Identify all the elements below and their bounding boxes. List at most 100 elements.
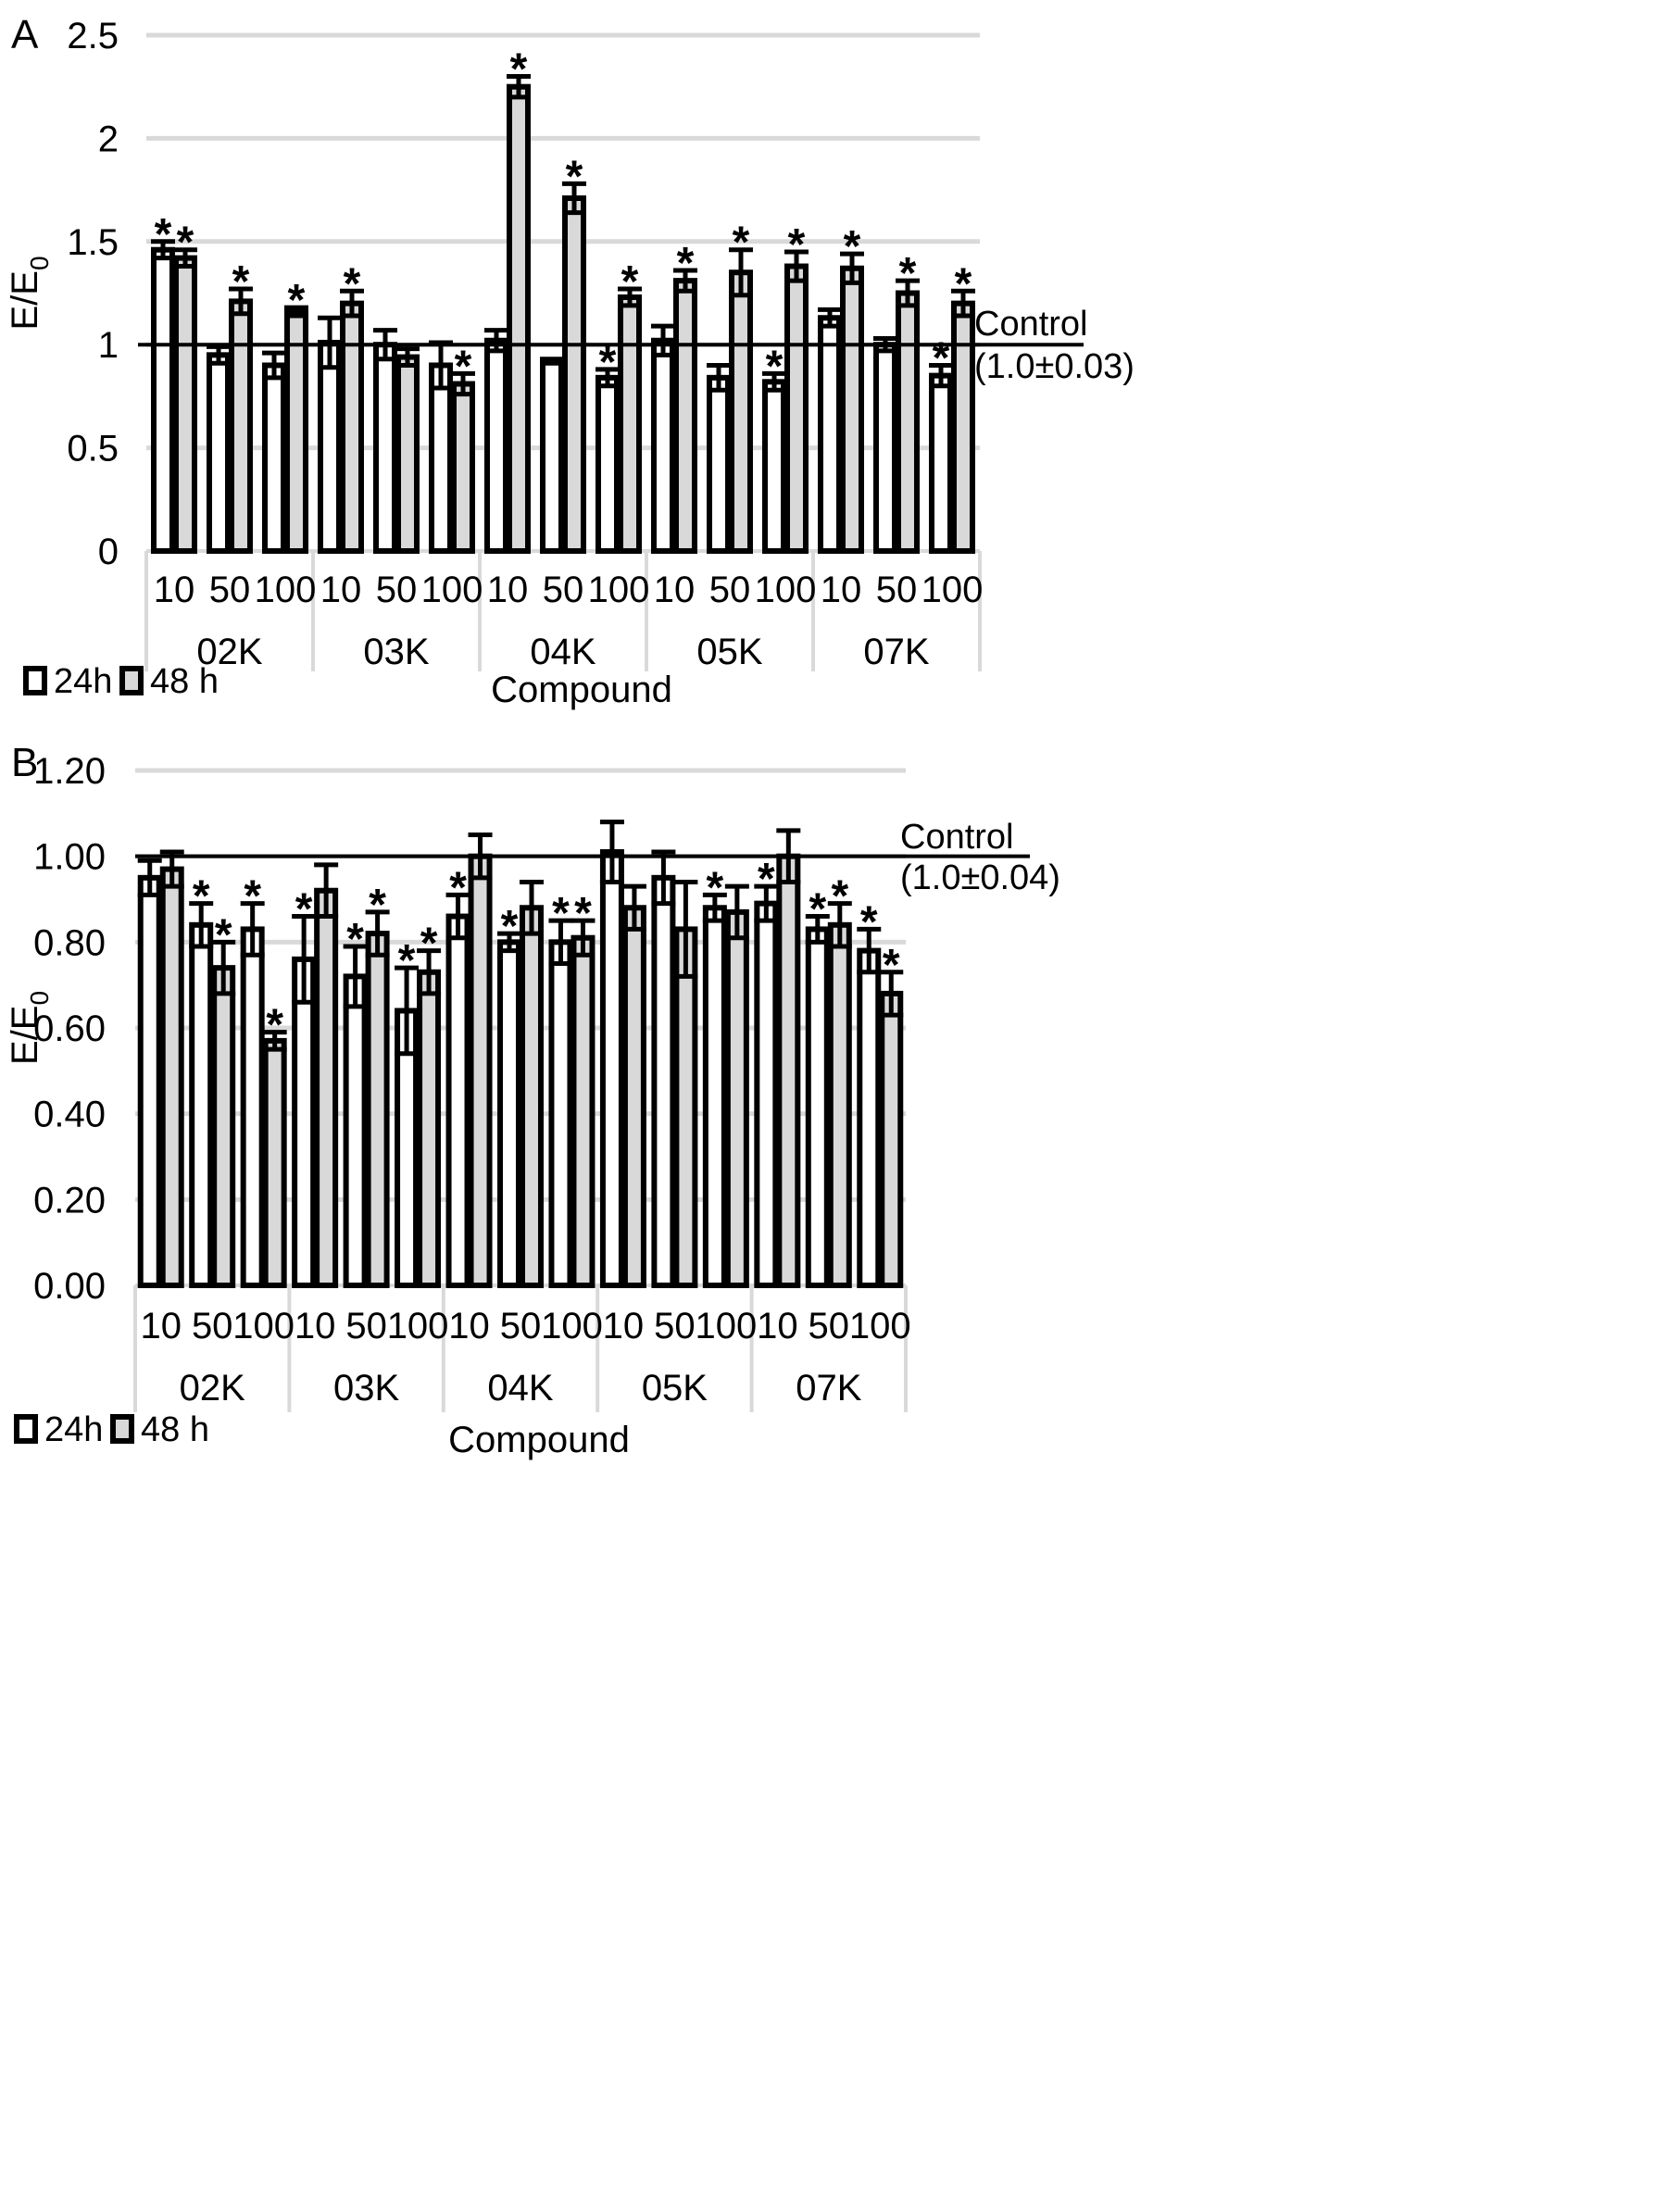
concentration-label: 50 bbox=[709, 570, 751, 610]
bar-48h bbox=[365, 931, 390, 1288]
bar-48h bbox=[562, 195, 586, 554]
significance-asterisk: * bbox=[860, 897, 878, 946]
compound-label: 07K bbox=[796, 1368, 861, 1409]
bar-48h bbox=[395, 354, 420, 554]
compound-label: 07K bbox=[863, 632, 929, 672]
significance-asterisk: * bbox=[707, 863, 724, 912]
y-tick-label: 0.00 bbox=[33, 1266, 106, 1307]
y-tick-label: 0 bbox=[98, 532, 119, 572]
significance-asterisk: * bbox=[566, 152, 583, 201]
bar-24h bbox=[292, 956, 317, 1289]
concentration-label: 10 bbox=[140, 1306, 182, 1346]
bar-24h bbox=[137, 874, 162, 1288]
legend-label-48h: 48 h bbox=[141, 1410, 209, 1449]
bar-24h bbox=[818, 315, 842, 554]
bar-48h bbox=[618, 294, 642, 554]
significance-asterisk: * bbox=[883, 941, 900, 990]
bar-24h bbox=[702, 905, 727, 1288]
significance-asterisk: * bbox=[177, 219, 194, 268]
significance-asterisk: * bbox=[398, 936, 416, 985]
significance-asterisk: * bbox=[215, 910, 232, 959]
y-axis-title-subscript: 0 bbox=[25, 991, 54, 1006]
y-tick-label: 1.5 bbox=[67, 222, 119, 263]
concentration-label: 100 bbox=[849, 1306, 911, 1346]
legend-label-24h: 24h bbox=[44, 1410, 103, 1449]
bar-24h bbox=[540, 358, 564, 554]
concentration-label: 100 bbox=[588, 570, 650, 610]
significance-asterisk: * bbox=[288, 276, 306, 325]
concentration-label: 50 bbox=[876, 570, 918, 610]
bar-24h bbox=[240, 926, 265, 1289]
significance-asterisk: * bbox=[552, 889, 570, 938]
bar-48h bbox=[417, 969, 442, 1289]
compound-label: 03K bbox=[333, 1368, 399, 1409]
concentration-label: 10 bbox=[654, 570, 696, 610]
significance-asterisk: * bbox=[788, 220, 806, 269]
bar-24h bbox=[805, 926, 830, 1289]
bar-24h bbox=[207, 352, 231, 554]
concentration-label: 100 bbox=[232, 1306, 295, 1346]
bar-48h bbox=[468, 853, 493, 1289]
bar-48h bbox=[951, 300, 975, 554]
significance-asterisk: * bbox=[266, 1001, 283, 1050]
bar-24h bbox=[707, 374, 731, 554]
bar-48h bbox=[784, 263, 809, 554]
bar-24h bbox=[429, 362, 453, 555]
compound-label: 04K bbox=[487, 1368, 553, 1409]
significance-asterisk: * bbox=[809, 885, 826, 934]
concentration-label: 100 bbox=[387, 1306, 449, 1346]
significance-asterisk: * bbox=[420, 920, 438, 969]
legend: 24h 48 h bbox=[14, 1410, 209, 1449]
x-axis-title: Compound bbox=[491, 670, 672, 710]
concentration-label: 100 bbox=[921, 570, 984, 610]
significance-asterisk: * bbox=[733, 219, 750, 268]
legend-swatch-48h bbox=[119, 666, 144, 695]
significance-asterisk: * bbox=[831, 872, 848, 921]
bar-48h bbox=[520, 905, 544, 1288]
compound-label: 03K bbox=[363, 632, 429, 672]
bar-24h bbox=[151, 246, 175, 554]
concentration-label: 10 bbox=[603, 1306, 645, 1346]
significance-asterisk: * bbox=[501, 902, 519, 951]
significance-asterisk: * bbox=[844, 222, 861, 271]
compound-label: 02K bbox=[180, 1368, 245, 1409]
significance-asterisk: * bbox=[933, 333, 950, 382]
bar-24h bbox=[651, 337, 675, 554]
bar-48h bbox=[173, 255, 197, 554]
bar-24h bbox=[497, 939, 521, 1288]
significance-asterisk: * bbox=[449, 863, 467, 912]
bar-48h bbox=[284, 308, 308, 554]
x-axis-title: Compound bbox=[448, 1420, 630, 1460]
y-axis-title: E/E0 bbox=[5, 991, 54, 1065]
compound-label: 05K bbox=[696, 632, 762, 672]
y-axis-title: E/E0 bbox=[5, 256, 54, 330]
concentration-label: 10 bbox=[821, 570, 862, 610]
significance-asterisk: * bbox=[193, 872, 210, 921]
concentration-label: 10 bbox=[154, 570, 195, 610]
concentration-label: 100 bbox=[695, 1306, 757, 1346]
bar-48h bbox=[570, 934, 596, 1288]
bar-48h bbox=[507, 83, 531, 554]
significance-asterisk: * bbox=[758, 855, 775, 904]
significance-asterisk: * bbox=[677, 239, 695, 288]
legend-swatch-24h bbox=[23, 666, 47, 695]
y-tick-label: 0.5 bbox=[67, 429, 119, 470]
significance-asterisk: * bbox=[574, 889, 592, 938]
compound-label: 04K bbox=[530, 632, 596, 672]
bar-48h bbox=[827, 921, 852, 1288]
significance-asterisk: * bbox=[899, 249, 917, 298]
bar-48h bbox=[879, 990, 904, 1289]
y-tick-label: 0.80 bbox=[33, 922, 106, 963]
significance-asterisk: * bbox=[955, 259, 972, 308]
legend-label-24h: 24h bbox=[54, 662, 112, 701]
significance-asterisk: * bbox=[455, 342, 472, 391]
bar-24h bbox=[262, 362, 286, 555]
bar-48h bbox=[673, 278, 697, 554]
y-tick-label: 0.20 bbox=[33, 1180, 106, 1221]
significance-asterisk: * bbox=[155, 210, 172, 259]
significance-asterisk: * bbox=[621, 257, 639, 307]
concentration-label: 10 bbox=[757, 1306, 798, 1346]
bar-24h bbox=[445, 913, 470, 1288]
